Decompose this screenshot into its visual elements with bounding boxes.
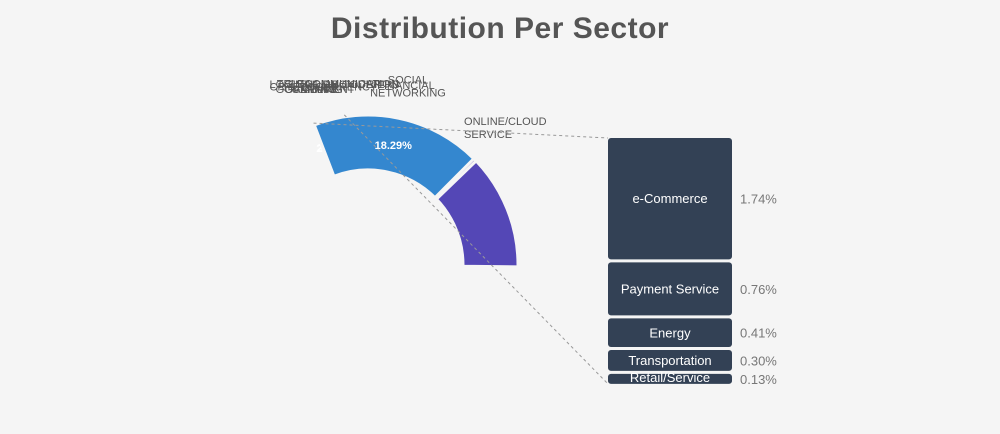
connector-lines [313, 114, 609, 385]
slice-label-gaming: GAMING [292, 84, 337, 96]
slice-label-cryptocurrency: CRYPTOCURRENCY [270, 81, 378, 93]
slice-label-social-networking: SOCIAL NETWORKING [370, 74, 446, 99]
bar-transportation [608, 350, 732, 371]
bar-retail-service [608, 373, 732, 384]
slice-label-government: GOVERNMENT [276, 84, 355, 96]
bar-value-transportation: 0.30% [740, 353, 777, 368]
bar-label-payment-service: Payment Service [621, 281, 719, 296]
bar-label-transportation: Transportation [628, 353, 711, 368]
slice-label-other: OTHER [301, 82, 340, 94]
bar-value-payment-service: 0.76% [740, 282, 777, 297]
bar-label-e-commerce: e-Commerce [632, 191, 707, 206]
bar-value-retail-service: 0.13% [740, 372, 777, 387]
slice-financial [312, 113, 476, 200]
bar-label-retail-service: Retail/Service [630, 370, 710, 385]
slice-value-financial: 18.29% [375, 140, 413, 152]
connector-top [313, 122, 609, 139]
slice-label-logistics-couriers: LOGISTICS & COURIERS [270, 79, 400, 91]
bar-label-energy: Energy [649, 325, 691, 340]
other-breakdown: e-Commerce 1.74% Payment Service 0.76% Energ… [608, 138, 777, 387]
slice-label-telecommunication: TELECOMMUNICATION [277, 78, 399, 90]
slice-label-online-cloud-service: ONLINE/CLOUD SERVICE [464, 116, 547, 141]
connector-bottom [343, 114, 609, 385]
slice-label-email-provider: EMAIL PROVIDER [288, 79, 381, 91]
bar-payment-service [608, 262, 732, 316]
page-title: Distribution Per Sector [330, 12, 670, 45]
bar-e-commerce [608, 138, 732, 260]
bar-value-e-commerce: 1.74% [740, 192, 777, 207]
donut-chart: 6.42%TELECOMMUNICATION5.86%LOGISTICS & C… [270, 74, 547, 269]
bar-value-energy: 0.41% [740, 326, 777, 341]
bar-energy [608, 318, 732, 348]
slice-label-gambling: GAMBLING [285, 84, 343, 96]
slice-label-financial: FINANCIAL [377, 80, 434, 92]
